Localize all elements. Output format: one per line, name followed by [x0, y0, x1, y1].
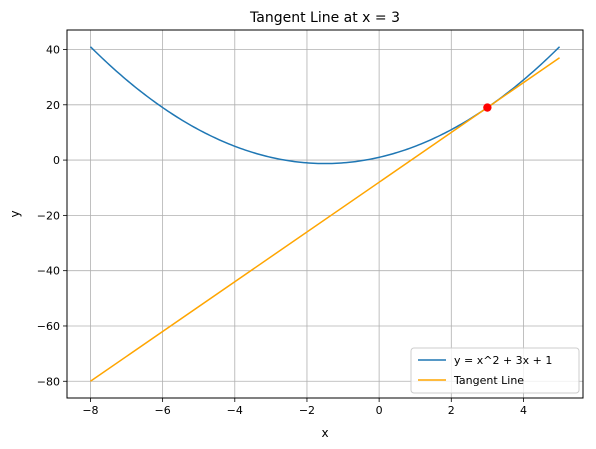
- x-tick-label: −4: [227, 404, 243, 417]
- legend-label-curve: y = x^2 + 3x + 1: [454, 354, 552, 367]
- y-tick-label: 40: [46, 43, 60, 56]
- x-tick-label: 2: [448, 404, 455, 417]
- y-tick-label: −40: [37, 265, 60, 278]
- x-tick-label: −8: [82, 404, 98, 417]
- legend: y = x^2 + 3x + 1 Tangent Line: [410, 347, 580, 394]
- y-axis-label: y: [8, 210, 22, 217]
- tangent-line: [90, 57, 560, 382]
- legend-label-tangent: Tangent Line: [453, 374, 524, 387]
- tangent-point: [483, 103, 492, 112]
- x-tick-label: 4: [520, 404, 527, 417]
- y-tick-label: 0: [53, 154, 60, 167]
- chart-title: Tangent Line at x = 3: [249, 10, 400, 26]
- y-tick-label: −80: [37, 375, 60, 388]
- legend-box: [410, 347, 580, 394]
- x-tick-label: −6: [155, 404, 171, 417]
- x-axis-label: x: [321, 426, 328, 440]
- y-tick-label: −20: [37, 209, 60, 222]
- y-tick-label: −60: [37, 320, 60, 333]
- y-tick-label: 20: [46, 99, 60, 112]
- series-group: [89, 46, 561, 382]
- grid: [67, 30, 583, 398]
- x-tick-label: −2: [299, 404, 315, 417]
- x-tick-label: 0: [376, 404, 383, 417]
- plot-frame: [66, 29, 584, 399]
